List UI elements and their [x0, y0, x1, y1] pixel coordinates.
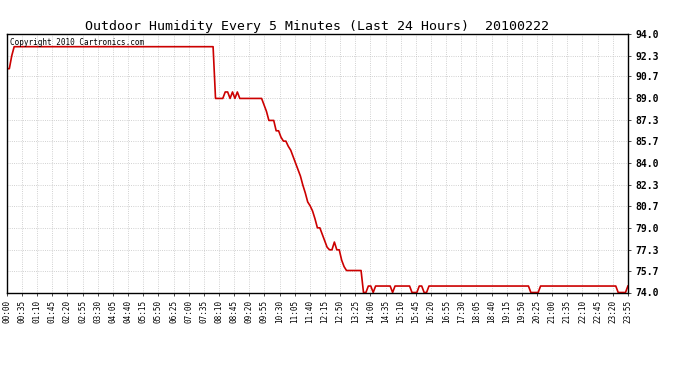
Title: Outdoor Humidity Every 5 Minutes (Last 24 Hours)  20100222: Outdoor Humidity Every 5 Minutes (Last 2…	[86, 20, 549, 33]
Text: Copyright 2010 Cartronics.com: Copyright 2010 Cartronics.com	[10, 38, 144, 46]
